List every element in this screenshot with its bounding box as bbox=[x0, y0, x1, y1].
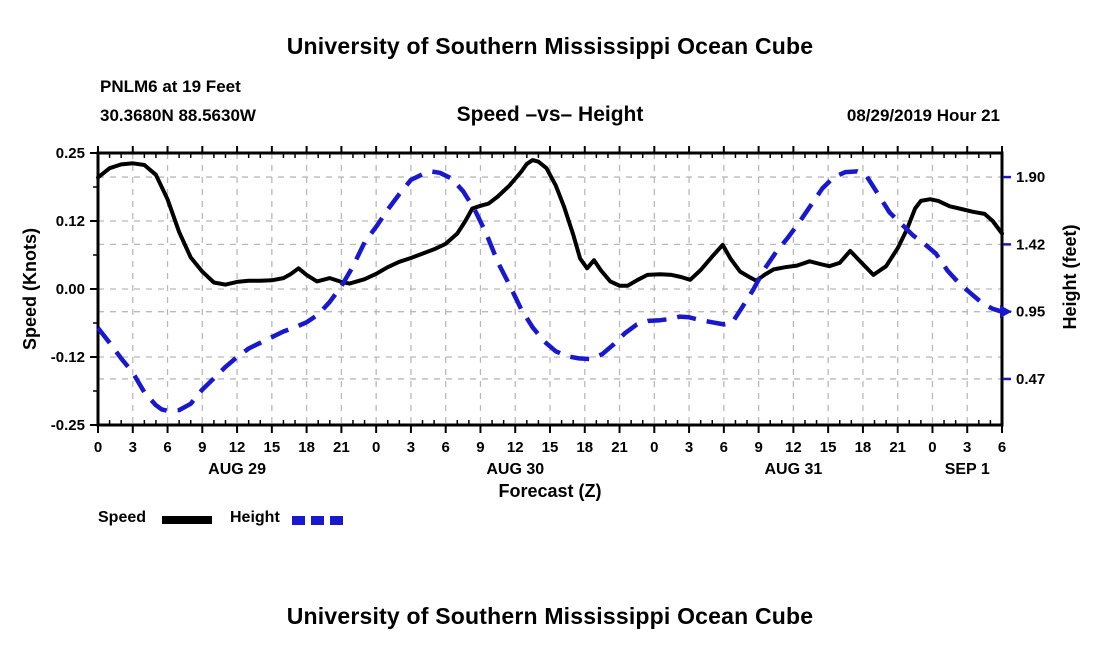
x-axis-hour-label: 18 bbox=[298, 439, 315, 456]
forecast-datetime-label: 08/29/2019 Hour 21 bbox=[846, 106, 1000, 125]
x-axis-hour-label: 3 bbox=[129, 439, 137, 456]
x-axis-hour-label: 3 bbox=[963, 439, 971, 456]
station-coordinates-label: 30.3680N 88.5630W bbox=[100, 106, 256, 125]
x-axis-hour-label: 15 bbox=[542, 439, 559, 456]
x-axis-hour-label: 12 bbox=[507, 439, 524, 456]
x-axis-hour-label: 18 bbox=[576, 439, 593, 456]
x-axis-day-label: AUG 29 bbox=[208, 461, 266, 478]
x-axis-hour-label: 15 bbox=[820, 439, 837, 456]
y-left-tick-label: -0.12 bbox=[51, 349, 85, 366]
x-axis-hour-label: 21 bbox=[611, 439, 628, 456]
x-axis-hour-label: 3 bbox=[685, 439, 693, 456]
x-axis-label-forecast: Forecast (Z) bbox=[498, 481, 602, 501]
x-axis-hour-label: 15 bbox=[264, 439, 281, 456]
x-axis-hour-label: 6 bbox=[998, 439, 1006, 456]
height-series-line bbox=[96, 169, 1003, 414]
x-axis-day-label: AUG 30 bbox=[486, 461, 544, 478]
x-axis-hour-label: 21 bbox=[889, 439, 906, 456]
footer-title: University of Southern Mississippi Ocean… bbox=[286, 603, 814, 629]
x-axis-hour-label: 0 bbox=[650, 439, 658, 456]
plot-frame bbox=[96, 151, 1004, 427]
x-axis-hour-label: 0 bbox=[928, 439, 936, 456]
y-right-tick-label: 1.90 bbox=[1016, 169, 1045, 186]
height-series-end-arrow bbox=[1000, 305, 1012, 319]
x-axis-hour-label: 0 bbox=[94, 439, 102, 456]
y-left-tick-label: -0.25 bbox=[51, 417, 85, 434]
x-axis-hour-label: 21 bbox=[333, 439, 350, 456]
x-axis-hour-label: 12 bbox=[785, 439, 802, 456]
page-title: University of Southern Mississippi Ocean… bbox=[286, 33, 814, 59]
y-right-tick-label: 0.95 bbox=[1016, 304, 1045, 321]
x-axis-hour-label: 3 bbox=[407, 439, 415, 456]
speed-series-line bbox=[96, 158, 1004, 288]
legend-line-sample-speed bbox=[162, 516, 212, 524]
y-right-tick-label: 1.42 bbox=[1016, 236, 1045, 253]
legend-line-sample-height bbox=[292, 516, 344, 525]
x-axis-hour-label: 0 bbox=[372, 439, 380, 456]
x-axis-hour-label: 9 bbox=[754, 439, 762, 456]
y-left-tick-label: 0.12 bbox=[56, 213, 85, 230]
x-axis-hour-label: 9 bbox=[198, 439, 206, 456]
x-axis-day-label: AUG 31 bbox=[764, 461, 822, 478]
chart-title: Speed –vs– Height bbox=[456, 103, 644, 126]
x-axis-hour-label: 6 bbox=[163, 439, 171, 456]
x-axis-hour-label: 6 bbox=[442, 439, 450, 456]
x-axis-day-label: SEP 1 bbox=[945, 461, 990, 478]
y-left-tick-label: 0.25 bbox=[56, 145, 85, 162]
station-id-label: PNLM6 at 19 Feet bbox=[100, 77, 241, 96]
x-axis-hour-label: 12 bbox=[229, 439, 246, 456]
y-left-tick-label: 0.00 bbox=[56, 281, 85, 298]
x-axis-hour-label: 6 bbox=[720, 439, 728, 456]
y-right-tick-label: 0.47 bbox=[1016, 371, 1045, 388]
x-axis-hour-label: 18 bbox=[855, 439, 872, 456]
legend-label-speed: Speed bbox=[98, 509, 147, 526]
legend-label-height: Height bbox=[230, 509, 280, 526]
x-axis-hour-label: 9 bbox=[476, 439, 484, 456]
